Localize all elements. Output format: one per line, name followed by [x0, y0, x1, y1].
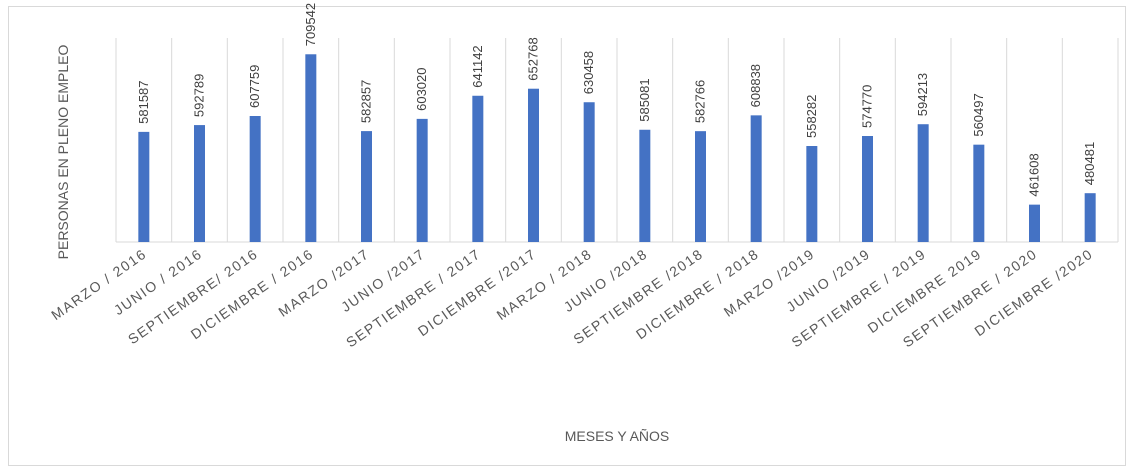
bar	[862, 136, 873, 242]
bar	[750, 115, 762, 242]
x-tick-label: MARZO / 2018	[493, 245, 594, 323]
data-label: 594213	[915, 73, 930, 116]
data-label: 652768	[526, 37, 541, 80]
bar	[138, 131, 150, 242]
bar	[973, 144, 985, 242]
bar	[917, 124, 929, 242]
data-label: 607759	[247, 65, 262, 108]
bar	[695, 131, 706, 242]
bar	[1084, 193, 1096, 242]
data-label: 480481	[1082, 142, 1097, 185]
data-label: 608838	[748, 64, 763, 107]
bar	[194, 125, 205, 242]
data-label: 582766	[693, 80, 708, 123]
bar	[806, 146, 818, 242]
data-label: 461608	[1027, 153, 1042, 196]
bar	[583, 102, 595, 242]
y-axis-title: PERSONAS EN PLENO EMPLEO	[55, 45, 71, 260]
data-label: 603020	[414, 67, 429, 110]
x-axis-title: MESES Y AÑOS	[565, 428, 670, 444]
bar	[361, 131, 372, 242]
bar	[249, 116, 261, 242]
bar	[472, 95, 484, 242]
bar	[416, 118, 428, 242]
vertical-gridlines	[115, 38, 1119, 242]
data-label: 560497	[971, 93, 986, 136]
bar	[1029, 204, 1040, 242]
bar	[528, 88, 539, 242]
data-label: 558282	[804, 95, 819, 138]
bars	[138, 54, 1096, 242]
data-label: 641142	[470, 45, 485, 87]
data-label: 574770	[860, 85, 875, 128]
bar	[305, 54, 317, 242]
data-label: 592789	[192, 74, 207, 117]
data-label: 630458	[581, 51, 596, 94]
data-label: 581587	[136, 80, 151, 123]
data-label: 709542	[303, 3, 318, 46]
data-label: 582857	[359, 80, 374, 123]
data-labels: 581587 592789 607759 709542 582857 603020 6411…	[136, 3, 1097, 197]
bar	[639, 129, 651, 242]
data-label: 585081	[637, 78, 652, 121]
